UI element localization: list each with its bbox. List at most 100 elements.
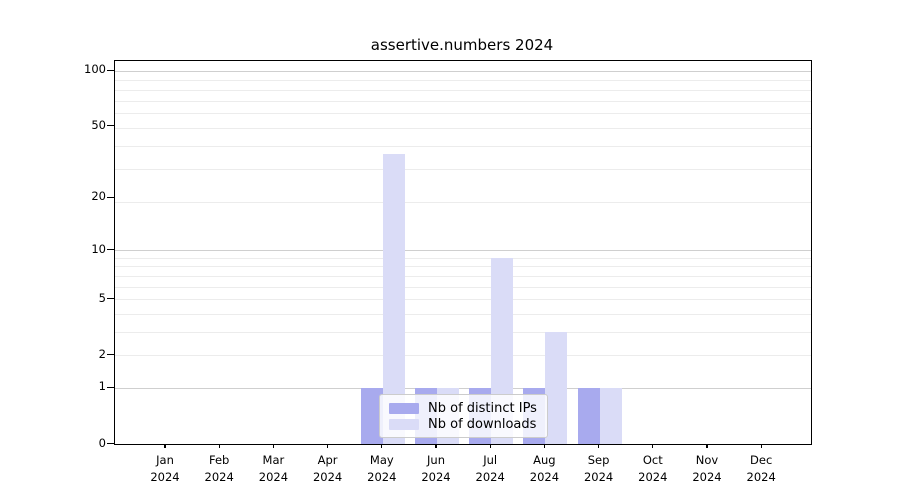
- bar-distinct-ips: [360, 387, 383, 444]
- y-tick-label: 20: [91, 189, 106, 204]
- y-tick-label: 2: [98, 346, 106, 361]
- x-tick-label: Jul 2024: [460, 452, 520, 485]
- x-tick-year: 2024: [258, 469, 289, 484]
- bar-downloads: [599, 387, 622, 444]
- legend-label-downloads: Nb of downloads: [428, 416, 537, 432]
- plot-area: Nb of distinct IPs Nb of downloads: [114, 60, 812, 445]
- x-tick-month: Jan: [156, 453, 174, 467]
- minor-gridline: [115, 100, 811, 102]
- x-tick-year: 2024: [204, 469, 234, 484]
- y-tick-label: 0: [98, 435, 106, 450]
- x-tick-year: 2024: [150, 469, 180, 484]
- minor-gridline: [115, 89, 811, 91]
- minor-gridline: [115, 331, 811, 333]
- x-tick-month: Nov: [695, 453, 719, 467]
- minor-gridline: [115, 286, 811, 288]
- minor-gridline: [115, 266, 811, 268]
- x-tick-month: Feb: [209, 453, 230, 467]
- x-tick-mark: [272, 444, 274, 448]
- minor-gridline: [115, 169, 811, 171]
- x-tick-mark: [435, 444, 437, 448]
- minor-gridline: [115, 127, 811, 129]
- bar-distinct-ips: [577, 387, 600, 444]
- x-tick-mark: [543, 444, 545, 448]
- x-tick-mark: [489, 444, 491, 448]
- x-tick-year: 2024: [692, 469, 722, 484]
- x-axis: Jan 2024 Feb 2024 Mar 2024 Apr 2024 May 2024 Jun 20…: [114, 444, 810, 494]
- x-tick-year: 2024: [367, 469, 397, 484]
- minor-gridline: [115, 145, 811, 147]
- y-tick-mark: [107, 249, 114, 251]
- y-tick-mark: [107, 298, 114, 300]
- legend-label-distinct-ips: Nb of distinct IPs: [428, 400, 537, 416]
- x-tick-year: 2024: [529, 469, 560, 484]
- y-tick-label: 100: [84, 62, 106, 77]
- x-tick-year: 2024: [475, 469, 505, 484]
- y-tick-label: 50: [91, 117, 106, 132]
- y-tick-label: 5: [98, 290, 106, 305]
- x-tick-mark: [164, 444, 166, 448]
- x-tick-label: Nov 2024: [677, 452, 737, 485]
- chart-title: assertive.numbers 2024: [370, 36, 554, 54]
- x-tick-year: 2024: [638, 469, 668, 484]
- y-axis-ticks: [107, 60, 114, 445]
- bar-downloads: [545, 331, 568, 444]
- minor-gridline: [115, 80, 811, 82]
- x-tick-label: Jan 2024: [135, 452, 195, 485]
- minor-gridline: [115, 355, 811, 357]
- y-axis-labels: 0 1 2 5 10 20 50 100: [0, 60, 106, 449]
- x-tick-label: Oct 2024: [623, 452, 683, 485]
- x-tick-month: May: [369, 453, 394, 467]
- legend: Nb of distinct IPs Nb of downloads: [379, 394, 548, 438]
- x-tick-month: Mar: [262, 453, 285, 467]
- major-gridline: [115, 70, 811, 72]
- gridlines: [115, 61, 811, 444]
- x-tick-mark: [598, 444, 600, 448]
- x-tick-label: Jun 2024: [406, 452, 466, 485]
- y-tick-mark: [107, 443, 114, 445]
- x-tick-month: Jun: [427, 453, 445, 467]
- x-tick-year: 2024: [583, 469, 614, 484]
- y-tick-mark: [107, 354, 114, 356]
- x-tick-year: 2024: [421, 469, 451, 484]
- x-tick-month: Jul: [483, 453, 498, 467]
- minor-gridline: [115, 275, 811, 277]
- x-tick-month: Apr: [317, 453, 338, 467]
- x-tick-mark: [381, 444, 383, 448]
- distinct-ips-swatch-icon: [389, 402, 419, 414]
- downloads-swatch-icon: [389, 418, 419, 430]
- legend-item-distinct-ips: Nb of distinct IPs: [389, 400, 538, 416]
- y-tick-label: 1: [98, 379, 106, 394]
- y-tick-mark: [107, 69, 114, 72]
- x-tick-mark: [218, 444, 220, 448]
- x-tick-label: Mar 2024: [243, 452, 303, 485]
- x-tick-label: Feb 2024: [189, 452, 249, 485]
- minor-gridline: [115, 257, 811, 259]
- x-tick-label: Sep 2024: [569, 452, 629, 485]
- x-tick-mark: [760, 444, 762, 448]
- bars-layer: [115, 61, 811, 444]
- major-gridline: [115, 250, 811, 252]
- y-tick-label: 10: [91, 241, 106, 256]
- x-tick-label: May 2024: [352, 452, 412, 485]
- minor-gridline: [115, 201, 811, 203]
- x-tick-year: 2024: [746, 469, 776, 484]
- x-tick-label: Apr 2024: [298, 452, 358, 485]
- y-tick-mark: [107, 125, 114, 127]
- legend-item-downloads: Nb of downloads: [389, 416, 538, 432]
- minor-gridline: [115, 313, 811, 315]
- x-tick-mark: [706, 444, 708, 448]
- major-gridline: [115, 387, 811, 389]
- x-tick-year: 2024: [312, 469, 343, 484]
- y-tick-mark: [107, 196, 114, 199]
- y-tick-mark: [107, 386, 114, 389]
- x-tick-label: Dec 2024: [731, 452, 791, 485]
- x-tick-month: Dec: [750, 453, 773, 467]
- x-tick-month: Aug: [533, 453, 556, 467]
- minor-gridline: [115, 299, 811, 301]
- minor-gridline: [115, 113, 811, 115]
- bar-downloads: [382, 154, 405, 444]
- x-tick-month: Oct: [642, 453, 663, 467]
- x-tick-label: Aug 2024: [514, 452, 574, 485]
